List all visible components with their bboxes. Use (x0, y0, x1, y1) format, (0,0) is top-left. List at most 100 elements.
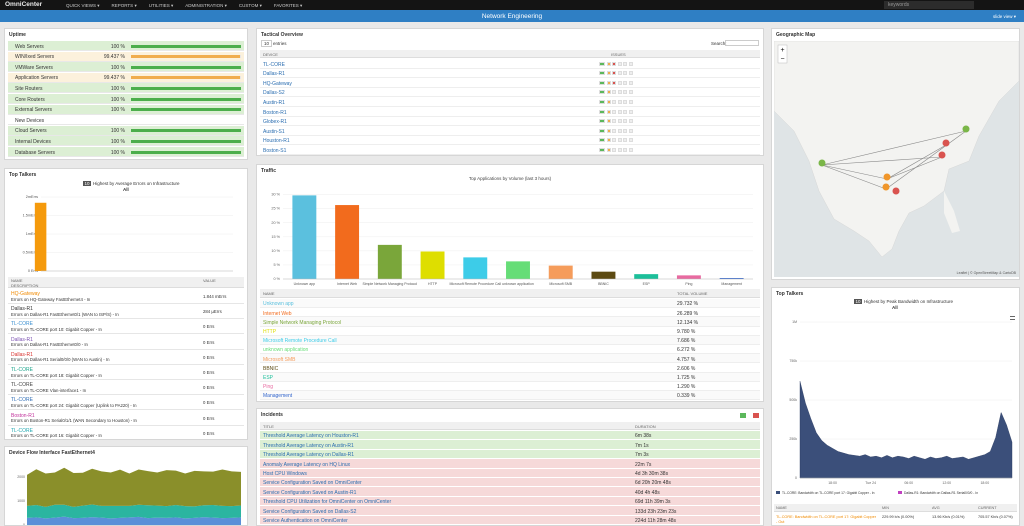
zoom-in[interactable]: + (780, 47, 784, 54)
incident-title[interactable]: Threshold CPU Utilization for OmniCenter… (263, 499, 392, 506)
issue-badge (612, 61, 616, 66)
issue-badge (628, 128, 633, 133)
table-header (260, 422, 760, 430)
incident-title[interactable]: Threshold Average Latency on Houston-R1 (263, 433, 359, 440)
talker-name[interactable]: TL-CORE: Bandwidth on TL-CORE port 17: G… (776, 515, 876, 524)
value: 284 µErrs (203, 309, 222, 315)
device-name[interactable]: TL-CORE (11, 382, 33, 389)
menu-item[interactable]: REPORTS ▾ (111, 3, 137, 8)
device-link[interactable]: Austin-R1 (263, 99, 285, 106)
menu-item[interactable]: CUSTOM ▾ (238, 3, 262, 8)
menu-item[interactable]: QUICK VIEWS ▾ (66, 3, 100, 8)
device-name[interactable]: TL-CORE (11, 321, 33, 328)
tactical-panel: Tactical Overview 10 entries Search: DEVICE… (256, 28, 764, 156)
uptime-value: 100 % (110, 107, 125, 114)
device-link[interactable]: Houston-R1 (263, 138, 290, 145)
issue-badge (623, 90, 627, 95)
count-badge: 10 (854, 299, 863, 304)
menu-icon[interactable] (1010, 316, 1015, 320)
device-link[interactable]: Boston-S1 (263, 147, 287, 154)
device-link[interactable]: Globex-R1 (263, 119, 287, 126)
search-input[interactable] (725, 40, 759, 46)
issue-badge (628, 119, 633, 124)
uptime-value: 100 % (110, 149, 125, 156)
device-name[interactable]: HQ-Gateway (11, 291, 40, 297)
issue-badge (617, 80, 622, 85)
incidents-panel: Incidents TITLE DURATION Threshold Average… (256, 408, 764, 526)
device-name[interactable]: Dallas-R1 (11, 336, 33, 343)
slide-view-link[interactable]: slide view ▾ (992, 13, 1016, 19)
zoom-out[interactable]: − (780, 56, 784, 63)
device-link[interactable]: Dallas-R1 (263, 71, 285, 78)
table-row (8, 335, 244, 350)
uptime-bar (131, 97, 241, 101)
length-select[interactable]: 10 (261, 40, 273, 47)
menu-item[interactable]: UTILITIES ▾ (148, 3, 174, 8)
description: Errors on TL-CORE port 16: Gigabit Coppe… (11, 433, 102, 439)
issue-badge (628, 138, 633, 143)
incident-title[interactable]: Service Configuration Saved on Dallas-S2 (263, 508, 357, 515)
issue-badge (623, 99, 627, 104)
duration: 22m 7s (635, 461, 652, 468)
zoom-control[interactable] (777, 44, 788, 64)
map-panel: Geographic Map + − Leaflet | © OpenStree… (771, 28, 1020, 280)
uptime-bar (131, 86, 241, 90)
incident-title[interactable]: Service Authentication on OmniCenter (263, 518, 348, 524)
y-tick-label: 2000 (17, 475, 25, 479)
table-row (260, 88, 760, 98)
ok-badge[interactable] (740, 413, 746, 418)
device-name[interactable]: Dallas-R1 (11, 351, 33, 358)
search-box[interactable]: keywords (884, 1, 974, 9)
device-link[interactable]: HQ-Gateway (263, 80, 292, 87)
legend-label[interactable]: Dallas-R1: Bandwidth on Dallas-R1 Serial… (904, 490, 979, 495)
map-pins[interactable] (818, 125, 970, 195)
issue-badge (599, 99, 605, 104)
app-name: Unknown app (263, 301, 294, 308)
uptime-row (8, 72, 244, 83)
menu-item[interactable]: ADMINISTRATION ▾ (185, 3, 227, 8)
legend-label[interactable]: TL-CORE: Bandwidth on TL-CORE port 17: G… (782, 490, 875, 495)
issue-badge (628, 80, 633, 85)
issue-badge (617, 71, 622, 76)
incident-title[interactable]: Threshold Average Latency on Dallas-R1 (263, 452, 355, 459)
table-row (260, 391, 760, 401)
incident-title[interactable]: Host CPU Windows (263, 471, 307, 477)
volume: 1.290 % (677, 384, 696, 391)
duration: 133d 23h 23m 23s (635, 508, 677, 515)
menu-item[interactable]: FAVORITES ▾ (273, 3, 303, 8)
bar (420, 251, 445, 279)
col-header: NAME (776, 506, 787, 510)
device-link[interactable]: Boston-R1 (263, 109, 287, 116)
device-name[interactable]: TL-CORE (11, 367, 33, 373)
alert-badge[interactable] (753, 413, 759, 418)
x-tick-label: BBNIC (598, 282, 609, 286)
table-row (260, 381, 760, 391)
device-link[interactable]: TL-CORE (263, 61, 285, 68)
map[interactable]: + − Leaflet | © OpenStreetMap & CartoDB (774, 41, 1019, 277)
x-tick-label: ESP (643, 282, 651, 286)
x-tick-label: Simple Network Managing Protocol (362, 282, 417, 286)
incident-title[interactable]: Service Configuration Saved on OmniCente… (263, 480, 362, 487)
incident-title[interactable]: Threshold Average Latency on Austin-R1 (263, 442, 354, 449)
issue-badge (623, 128, 627, 133)
table-row (260, 308, 760, 318)
col-header: ISSUES (611, 52, 626, 57)
device-link[interactable]: Austin-S1 (263, 128, 285, 135)
value: 1.844 mErrs (203, 294, 227, 299)
issue-badge (628, 109, 633, 114)
menu: QUICK VIEWS ▾ REPORTS ▾ UTILITIES ▾ ADMINIS… (66, 3, 314, 9)
device-name[interactable]: Boston-R1 (11, 412, 35, 419)
table-row (8, 380, 244, 396)
device-name[interactable]: TL-CORE (11, 427, 33, 434)
device-name[interactable]: Dallas-R1 (11, 306, 33, 313)
device-name[interactable]: TL-CORE (11, 397, 33, 404)
issue-badge (612, 147, 616, 152)
bar (34, 202, 47, 271)
incident-title[interactable]: Service Configuration Saved on Austin-R1 (263, 489, 357, 496)
logo[interactable]: OmniCenter (5, 1, 43, 8)
uptime-row (8, 94, 244, 104)
issue-badge (628, 61, 633, 66)
uptime-name: New Devices (15, 117, 45, 124)
incident-title[interactable]: Anomaly Average Latency on HQ Linux (263, 461, 351, 468)
device-link[interactable]: Dallas-S2 (263, 90, 285, 97)
